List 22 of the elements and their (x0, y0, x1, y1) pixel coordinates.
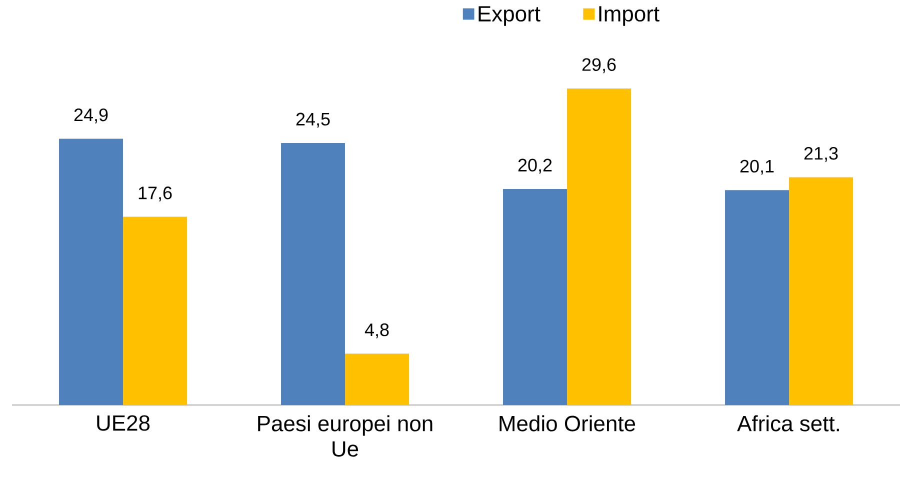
data-label: 21,3 (804, 146, 838, 162)
bar (345, 354, 410, 405)
data-label: 24,9 (74, 108, 108, 124)
data-label: 20,1 (740, 160, 774, 175)
bar (789, 177, 854, 405)
legend-label: Import (599, 6, 660, 26)
data-label: 24,5 (296, 112, 330, 128)
data-label: 17,6 (138, 186, 172, 202)
x-tick-label: Medio Oriente (500, 415, 636, 432)
data-label: 20,2 (518, 158, 552, 174)
bar (567, 88, 632, 405)
x-tick-label: Paesi europei non Ue (258, 415, 432, 457)
x-tick-label: UE28 (97, 415, 150, 431)
data-label: 4,8 (364, 323, 389, 338)
bar (281, 143, 346, 405)
bar (503, 188, 568, 405)
bar (725, 190, 790, 405)
data-label: 29,6 (582, 58, 616, 74)
x-tick-label: Africa sett. (737, 415, 839, 432)
bar (123, 216, 188, 405)
bar (59, 138, 124, 405)
legend-label: Export (478, 6, 540, 26)
